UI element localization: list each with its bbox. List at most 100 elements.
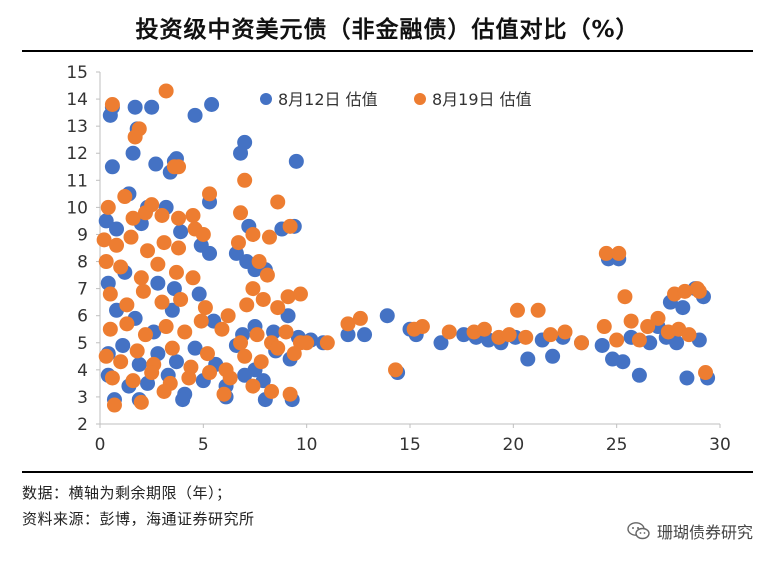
point-aug12 xyxy=(104,159,120,175)
point-aug19 xyxy=(222,370,238,386)
point-aug12 xyxy=(150,275,166,291)
y-tick-label: 13 xyxy=(66,117,88,137)
point-aug12 xyxy=(615,354,631,370)
x-tick-label: 15 xyxy=(399,435,421,455)
point-aug19 xyxy=(251,254,267,270)
point-aug12 xyxy=(675,300,691,316)
point-aug19 xyxy=(286,346,302,362)
point-aug19 xyxy=(144,197,160,213)
point-aug19 xyxy=(476,321,492,337)
point-aug19 xyxy=(245,281,261,297)
watermark-text: 珊瑚债券研究 xyxy=(656,523,753,542)
point-aug19 xyxy=(245,378,261,394)
point-aug19 xyxy=(96,232,112,248)
wechat-icon xyxy=(627,522,651,540)
point-aug19 xyxy=(691,283,707,299)
point-aug19 xyxy=(611,245,627,261)
point-aug19 xyxy=(543,327,559,343)
point-aug19 xyxy=(185,270,201,286)
point-aug19 xyxy=(598,245,614,261)
axes-layer: 2 3 4 5 6 7 8 9 10 11 12 13 14 15 0 5 10 15 20 25 30 xyxy=(66,63,730,455)
point-aug12 xyxy=(237,367,253,383)
y-tick-label: 4 xyxy=(77,361,88,381)
point-aug19 xyxy=(237,172,253,188)
point-aug19 xyxy=(158,83,174,99)
point-aug19 xyxy=(270,340,286,356)
point-aug19 xyxy=(113,354,129,370)
point-aug12 xyxy=(520,351,536,367)
point-aug12 xyxy=(433,335,449,351)
point-aug12 xyxy=(202,245,218,261)
point-aug12 xyxy=(191,286,207,302)
x-tick-label: 20 xyxy=(503,435,525,455)
point-aug19 xyxy=(125,373,141,389)
point-aug19 xyxy=(106,397,122,413)
point-aug19 xyxy=(518,329,534,345)
point-aug19 xyxy=(181,370,197,386)
point-aug19 xyxy=(166,159,182,175)
top-rule xyxy=(22,50,753,52)
point-aug19 xyxy=(261,229,277,245)
point-aug12 xyxy=(125,145,141,161)
point-aug19 xyxy=(173,291,189,307)
point-aug12 xyxy=(204,96,220,112)
point-aug19 xyxy=(195,226,211,242)
point-aug19 xyxy=(202,186,218,202)
point-aug12 xyxy=(131,356,147,372)
watermark: 珊瑚债券研究 xyxy=(627,519,753,543)
point-aug19 xyxy=(441,324,457,340)
point-aug19 xyxy=(177,324,193,340)
point-aug19 xyxy=(100,199,116,215)
point-aug19 xyxy=(259,267,275,283)
x-tick-label: 25 xyxy=(606,435,628,455)
point-aug12 xyxy=(379,308,395,324)
y-tick-label: 7 xyxy=(77,280,88,300)
point-aug19 xyxy=(292,286,308,302)
point-aug19 xyxy=(681,327,697,343)
y-tick-label: 2 xyxy=(77,415,88,435)
y-tick-label: 8 xyxy=(77,253,88,273)
point-aug19 xyxy=(98,348,114,364)
point-aug19 xyxy=(530,302,546,318)
point-aug19 xyxy=(698,365,714,381)
point-aug12 xyxy=(187,107,203,123)
point-aug19 xyxy=(650,310,666,326)
chart-title: 投资级中资美元债（非金融债）估值对比（%） xyxy=(135,17,640,43)
point-aug19 xyxy=(631,332,647,348)
point-aug12 xyxy=(280,308,296,324)
point-aug19 xyxy=(319,335,335,351)
point-aug19 xyxy=(245,226,261,242)
point-aug19 xyxy=(596,319,612,335)
legend-label: 8月12日 估值 xyxy=(278,90,378,109)
point-aug19 xyxy=(154,294,170,310)
point-aug19 xyxy=(104,370,120,386)
point-aug19 xyxy=(135,283,151,299)
point-aug19 xyxy=(414,319,430,335)
point-aug12 xyxy=(288,153,304,169)
point-aug19 xyxy=(168,264,184,280)
point-aug19 xyxy=(270,194,286,210)
point-aug19 xyxy=(216,386,232,402)
point-aug12 xyxy=(340,327,356,343)
point-aug12 xyxy=(594,337,610,353)
point-aug12 xyxy=(545,348,561,364)
point-aug19 xyxy=(677,283,693,299)
point-aug19 xyxy=(299,335,315,351)
y-tick-label: 5 xyxy=(77,334,88,354)
point-aug12 xyxy=(173,224,189,240)
point-aug19 xyxy=(264,384,280,400)
bottom-rule xyxy=(22,471,753,473)
point-aug12 xyxy=(631,367,647,383)
point-aug19 xyxy=(220,308,236,324)
point-aug12 xyxy=(98,213,114,229)
point-aug19 xyxy=(230,235,246,251)
x-tick-label: 10 xyxy=(296,435,318,455)
point-aug19 xyxy=(249,327,265,343)
point-aug19 xyxy=(557,324,573,340)
point-aug19 xyxy=(133,270,149,286)
point-aug12 xyxy=(144,99,160,115)
point-aug19 xyxy=(133,394,149,410)
point-aug19 xyxy=(255,291,271,307)
point-aug19 xyxy=(623,313,639,329)
point-aug19 xyxy=(214,321,230,337)
